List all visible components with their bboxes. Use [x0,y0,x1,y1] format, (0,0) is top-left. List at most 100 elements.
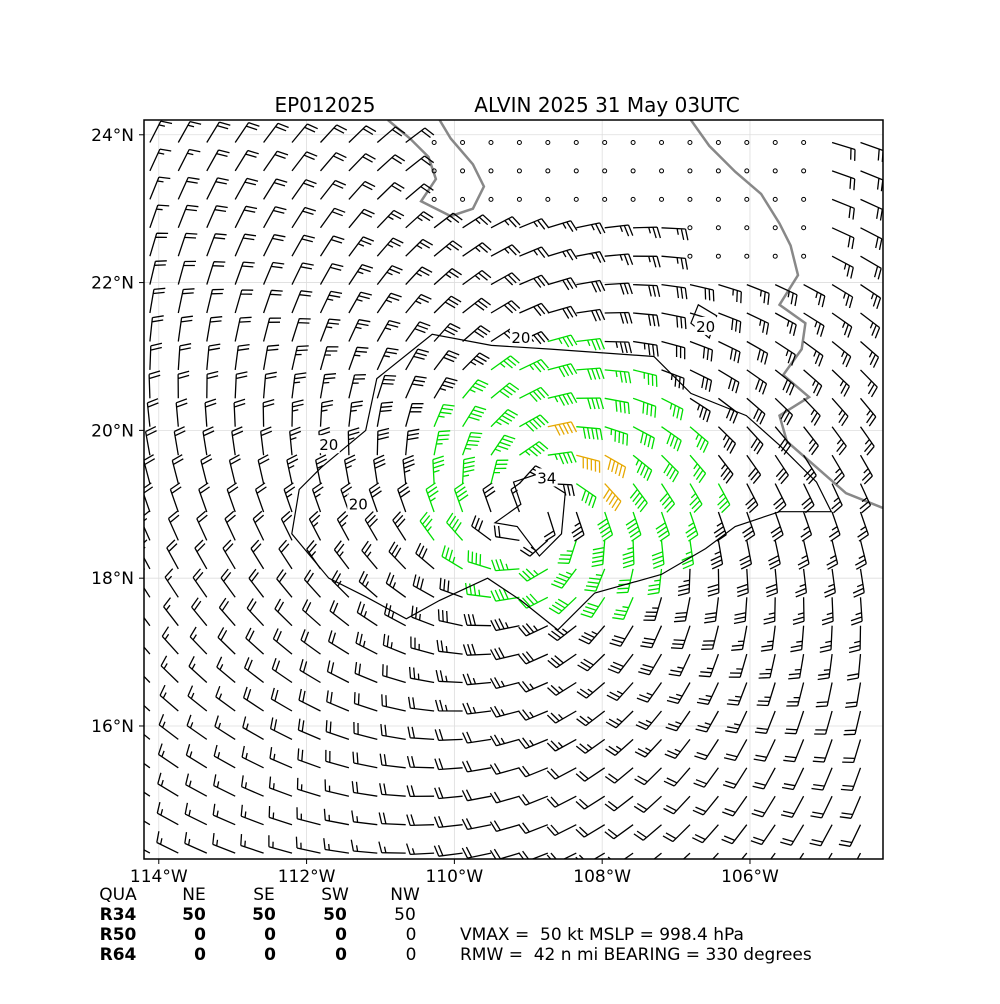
wind-barb-11-13 [493,525,520,542]
wind-barb-0-24 [827,852,833,859]
wind-barb-9-5 [276,569,293,598]
wind-barb-20-0 [149,260,167,285]
wind-barb-2-9 [379,783,406,797]
wind-barb-0-3 [212,833,236,854]
wind-barb-20-1 [177,260,197,285]
wind-barb-4-6 [297,718,321,740]
wind-barb-22-5 [291,206,316,229]
wind-barb-22-13 [519,218,550,230]
wind-barb-14-2 [202,426,215,456]
wind-barb-4-11 [434,729,463,741]
wind-barb-0-11 [433,844,463,857]
wind-barb-5-14 [518,709,549,721]
wind-barb-23-1 [177,176,200,200]
wind-barb-22-8 [376,209,405,229]
wind-barb-12-25 [857,511,870,542]
wind-barb-19-24 [831,312,853,338]
wind-barb-3-4 [241,745,264,769]
wind-barb-18-14 [547,334,578,348]
wind-barb-12-22 [770,511,784,542]
wind-barb-4-23 [783,739,805,763]
wind-barb-3-23 [781,767,805,791]
wind-barb-24-22 [772,168,778,174]
wind-barb-4-3 [214,715,236,740]
table-header-nw: NW [390,885,420,905]
wind-barb-24-18 [659,168,665,174]
wind-barb-2-17 [604,795,634,812]
wind-barb-18-4 [262,317,282,342]
wind-barb-11-25 [854,540,867,570]
wind-barb-4-13 [489,734,520,747]
table-cell-r64-sw: 0 [335,945,347,965]
wind-barb-20-13 [519,274,550,288]
wind-barb-6-13 [489,677,520,690]
wind-barb-13-9 [402,454,415,484]
radii-table: QUA NE SE SW NW R34 50 50 50 50 R50 0 0 … [99,885,812,965]
wind-barb-5-2 [187,685,208,712]
wind-barb-13-8 [373,454,386,484]
wind-barb-11-1 [167,510,180,541]
wind-barb-6-6 [299,659,321,684]
wind-barb-16-3 [234,371,248,399]
wind-barb-22-10 [433,212,463,229]
wind-barb-4-10 [407,726,435,741]
wind-barb-0-22 [770,852,776,859]
wind-barb-13-5 [286,454,299,484]
wind-barb-2-10 [406,785,435,798]
wind-barb-22-1 [177,204,199,229]
wind-barb-1-9 [378,812,406,826]
wind-barb-17-4 [262,344,280,371]
wind-barb-14-5 [289,426,302,456]
y-tick-label-4: 24°N [91,126,134,146]
wind-barb-0-4 [240,834,264,854]
wind-barb-23-23 [801,196,807,202]
wind-barb-19-16 [604,311,633,324]
wind-barb-5-15 [546,710,577,724]
wind-barb-25-10 [431,140,437,146]
wind-barb-2-1 [157,772,179,797]
wind-barb-5-12 [462,702,492,715]
wind-barb-14-4 [260,426,273,456]
wind-barb-25-25 [860,141,883,162]
wind-barb-25-2 [206,121,231,143]
wind-barb-22-22 [772,225,778,231]
wind-barb-19-21 [746,312,770,335]
wind-barb-11-6 [308,510,322,541]
wind-barb-25-5 [291,123,318,143]
wind-barb-2-0 [144,791,151,797]
wind-barb-13-18 [659,483,676,513]
wind-barb-23-7 [348,180,376,200]
chart-title-left: EP012025 [274,93,375,117]
wind-barb-15-19 [689,426,709,453]
wind-barb-3-11 [434,758,463,771]
wind-barb-17-11 [462,352,490,371]
wind-barb-8-1 [163,597,179,627]
wind-barb-20-24 [831,284,854,309]
wind-barb-5-16 [576,710,606,727]
wind-barb-3-14 [518,765,549,778]
wind-barb-3-19 [663,767,691,787]
wind-barb-24-10 [431,168,437,174]
wind-barb-20-4 [263,261,285,285]
wind-barb-8-12 [463,613,492,627]
wind-barb-24-19 [687,168,693,174]
wind-barb-23-9 [405,183,434,200]
wind-barb-3-21 [722,767,748,789]
wind-barb-21-13 [519,246,550,258]
wind-barb-25-8 [376,126,406,143]
contour-labels: 20 20 20 20 34 [317,316,717,513]
wind-barb-15-14 [547,421,578,436]
wind-barb-23-13 [516,196,522,202]
wind-barb-10-8 [361,540,378,570]
wind-barb-13-15 [575,483,597,509]
wind-barb-6-16 [576,682,606,699]
wind-barb-25-0 [149,120,173,143]
wind-barb-19-4 [262,289,283,314]
wind-barb-14-23 [803,454,817,485]
wind-barb-23-5 [291,179,317,200]
wind-barb-5-19 [665,710,691,732]
wind-barb-2-18 [633,795,662,813]
wind-barb-5-8 [353,692,378,712]
wind-barb-0-1 [156,831,179,854]
wind-barb-5-6 [298,688,321,712]
